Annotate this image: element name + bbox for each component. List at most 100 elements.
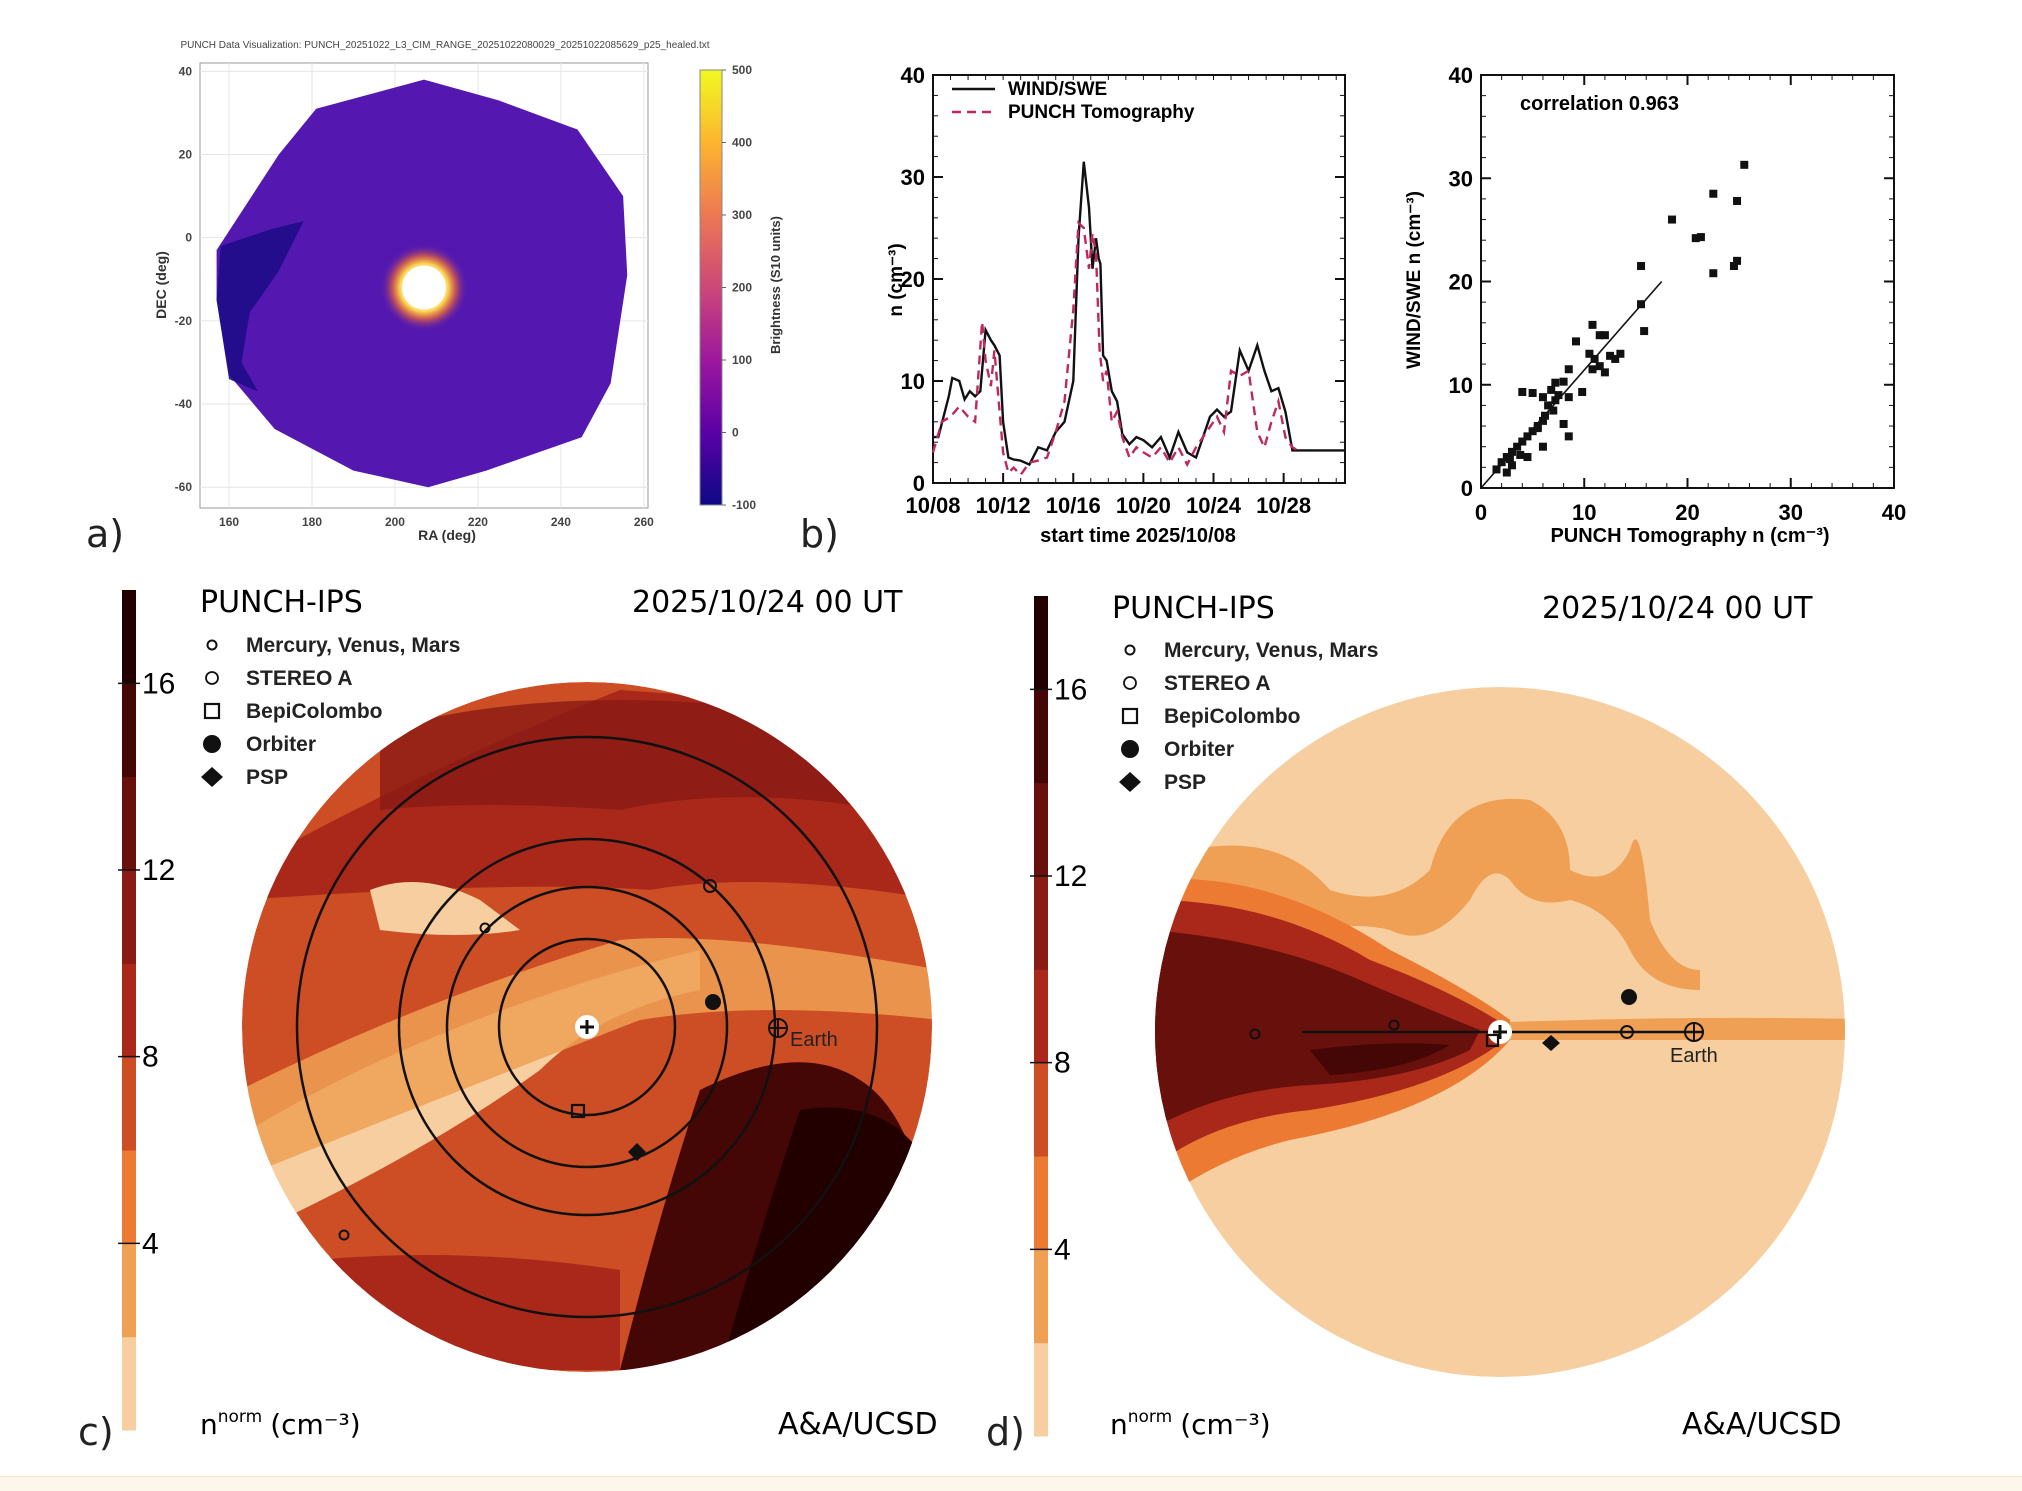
density-moderate-filament xyxy=(1155,798,1700,990)
y-tick-label: 20 xyxy=(1449,270,1473,295)
panel-d-colorbar-label: nnorm (cm⁻³) xyxy=(1110,1407,1271,1441)
colorbar-tick-label: 400 xyxy=(732,136,752,150)
bottom-border-strip xyxy=(0,1476,2022,1491)
panel-c-title: PUNCH-IPS xyxy=(200,585,363,620)
y-tick-label: 40 xyxy=(1449,63,1473,88)
panel-c-timestamp: 2025/10/24 00 UT xyxy=(632,585,903,620)
panel-a-colorbar-label: Brightness (S10 units) xyxy=(768,216,783,354)
density-peak-lobe xyxy=(1310,1043,1450,1075)
panel-d-colorbar: 16 12 8 4 xyxy=(1030,596,1087,1437)
label-unit: (cm⁻³) xyxy=(270,1408,361,1441)
scatter-point xyxy=(1523,432,1532,441)
density-streamer xyxy=(1510,1017,1845,1040)
panel-c-legend: Mercury, Venus, Mars STEREO A BepiColombo O… xyxy=(201,634,460,789)
scatter-point xyxy=(1564,432,1573,441)
saturated-center xyxy=(402,265,446,310)
colorbar-segment xyxy=(122,1336,136,1431)
legend-symbol-filled-diamond xyxy=(1119,772,1141,792)
scatter-point xyxy=(1544,401,1553,410)
scatter-point xyxy=(1547,385,1556,394)
panel-label-c: c) xyxy=(78,1410,114,1454)
legend-label: PSP xyxy=(246,766,288,789)
panel-d-timestamp: 2025/10/24 00 UT xyxy=(1542,591,1813,626)
scatter-point xyxy=(1507,461,1516,470)
scatter-point xyxy=(1505,455,1514,464)
scatter-point xyxy=(1564,365,1573,374)
legend-label: BepiColombo xyxy=(246,700,383,723)
y-tick-label: -60 xyxy=(175,480,193,494)
y-tick-label: 20 xyxy=(901,267,925,292)
density-band-outer xyxy=(380,700,930,820)
scatter-point xyxy=(1600,331,1609,340)
colorbar-segment xyxy=(122,1056,136,1151)
scatter-point xyxy=(1578,387,1587,396)
label-base: n xyxy=(200,1408,218,1441)
colorbar-segment xyxy=(122,776,136,871)
correlation-annotation: correlation 0.963 xyxy=(1520,93,1679,115)
panel-b-left-xlabel: start time 2025/10/08 xyxy=(1040,525,1236,547)
scatter-point xyxy=(1554,391,1563,400)
scatter-point xyxy=(1733,256,1742,265)
panel-b-scatter-chart: 0 10 20 30 40 0 10 20 30 40 correlation 0.963 PUN… xyxy=(1404,63,1906,547)
y-tick-label: 10 xyxy=(1449,373,1473,398)
scatter-point xyxy=(1588,365,1597,374)
colorbar-tick-label: 12 xyxy=(142,854,175,887)
y-tick-label: 10 xyxy=(901,369,925,394)
orbit-ring xyxy=(497,937,677,1117)
scatter-point xyxy=(1733,196,1742,205)
legend-label: STEREO A xyxy=(1164,672,1271,695)
x-tick-label: 10/16 xyxy=(1046,493,1101,518)
colorbar-segment xyxy=(1034,782,1048,877)
psp-marker xyxy=(1542,1035,1560,1051)
panel-d-chart: 16 12 8 4 PUNCH-IPS 2025/10/24 00 UT Mercur… xyxy=(1030,591,1845,1442)
panel-d-title: PUNCH-IPS xyxy=(1112,591,1275,626)
colorbar-tick-label: 16 xyxy=(1054,673,1087,706)
scatter-point xyxy=(1533,424,1542,433)
panel-a-chart: PUNCH Data Visualization: PUNCH_20251022… xyxy=(153,40,783,543)
colorbar-tick-label: 4 xyxy=(1054,1233,1071,1266)
bepicolombo-marker xyxy=(1485,1033,1500,1048)
x-tick-label: 180 xyxy=(302,515,322,529)
x-tick-label: 260 xyxy=(634,515,654,529)
scatter-point xyxy=(1516,450,1525,459)
colorbar-segment xyxy=(122,870,136,964)
psp-marker xyxy=(628,1143,646,1161)
panel-b-right-ylabel: WIND/SWE n (cm⁻³) xyxy=(1404,191,1425,369)
scatter-point xyxy=(1588,320,1597,329)
panel-b-left-ylabel: n (cm⁻³) xyxy=(886,243,907,316)
legend-label: Orbiter xyxy=(246,733,316,756)
legend-label: PSP xyxy=(1164,771,1206,794)
x-tick-label: 160 xyxy=(219,515,239,529)
legend-symbol-open-circle xyxy=(1123,676,1137,690)
y-tick-label: 30 xyxy=(1449,166,1473,191)
scatter-point xyxy=(1709,269,1718,278)
stereo-a-marker xyxy=(703,879,717,893)
series-line-punch-tomography xyxy=(931,220,1302,477)
colorbar-segment xyxy=(1034,596,1048,690)
scatter-point xyxy=(1538,442,1547,451)
panel-d-credit: A&A/UCSD xyxy=(1682,1407,1842,1442)
legend-label: Mercury, Venus, Mars xyxy=(246,634,460,657)
x-tick-label: 10/28 xyxy=(1256,493,1311,518)
panel-label-a: a) xyxy=(86,512,125,556)
panel-c-earth-label: Earth xyxy=(790,1029,838,1051)
scatter-point xyxy=(1606,351,1615,360)
panel-b-right-xlabel: PUNCH Tomography n (cm⁻³) xyxy=(1550,525,1829,547)
panel-d-legend: Mercury, Venus, Mars STEREO A BepiColombo O… xyxy=(1119,639,1378,794)
x-tick-label: 10/12 xyxy=(976,493,1031,518)
colorbar-segment xyxy=(1034,876,1048,970)
legend-label: Orbiter xyxy=(1164,738,1234,761)
legend-symbol-small-circle xyxy=(206,639,218,651)
colorbar-tick-label: 500 xyxy=(732,63,752,77)
panel-b-right-frame xyxy=(1480,74,1895,489)
y-tick-label: 0 xyxy=(185,231,192,245)
scatter-point xyxy=(1595,362,1604,371)
x-tick-label: 10/08 xyxy=(905,493,960,518)
orbit-ring xyxy=(445,885,729,1169)
x-tick-label: 0 xyxy=(1475,500,1487,525)
panel-d-earth-text: Earth xyxy=(1670,1045,1718,1067)
colorbar-segment xyxy=(122,590,136,684)
colorbar-segment xyxy=(1034,969,1048,1064)
colorbar-segment xyxy=(1034,1156,1048,1250)
colorbar-tick-label: 200 xyxy=(732,281,752,295)
